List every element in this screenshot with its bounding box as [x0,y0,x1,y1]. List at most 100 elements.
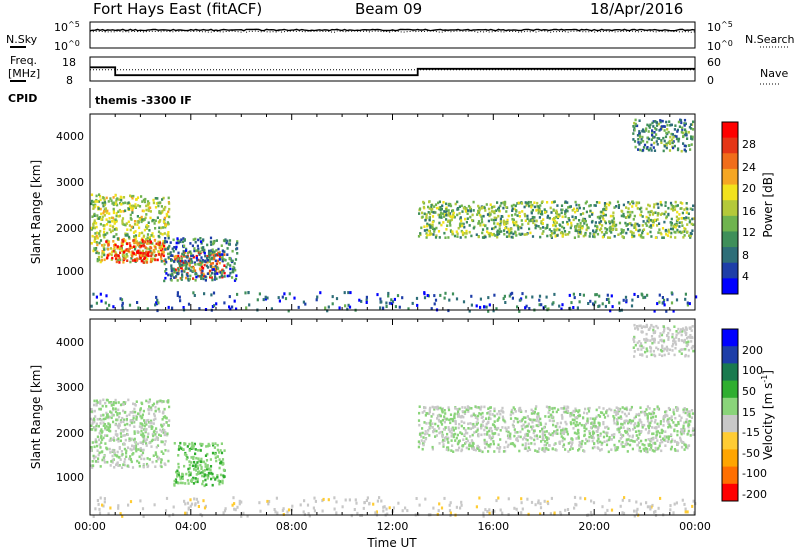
velocity-cell-2139 [355,501,358,505]
power-cell-2002 [430,208,433,211]
velocity-cell-1548 [690,409,694,412]
power-cell-149 [162,220,165,223]
velocity-cell-510 [167,424,170,427]
power-cell-1825 [492,210,495,214]
power-cell-2221 [663,125,666,128]
power-cell-1300 [671,207,674,210]
power-cell-1690 [455,230,458,233]
power-cell-498 [156,216,159,219]
velocity-cell-1270 [633,416,636,420]
velocity-cell-261 [107,415,110,419]
power-cell-1680 [617,206,620,209]
velocity-cell-1843 [577,428,580,432]
power-cell-1984 [641,224,644,227]
power-cell-598 [128,247,131,250]
power-cell-2457 [92,292,95,296]
power-cell-68 [91,234,94,238]
velocity-cell-2289 [259,509,262,513]
velocity-cell-1944 [683,329,686,332]
power-cell-181 [115,214,118,218]
velocity-cell-2056 [681,339,684,343]
power-cell-2056 [663,139,666,143]
velocity-cell-1220 [551,434,554,437]
velocity-cell-637 [177,481,180,485]
velocity-cell-338 [97,457,100,460]
power-cell-1602 [664,201,667,204]
power-cell-1773 [484,224,487,228]
noise-panel: N.Sky N.Search 10^5 10^0 10^5 10^0 [6,20,795,53]
power-cell-1439 [524,201,527,204]
velocity-cell-2003 [649,350,652,353]
power-cell-1541 [552,221,556,224]
power-cell-1115 [550,230,553,233]
velocity-cell-2015 [638,324,641,328]
power-cell-638 [115,255,118,259]
velocity-cell-1362 [584,442,587,445]
velocity-cell-673 [218,480,221,483]
power-cell-378 [120,198,123,202]
velocity-cell-2050 [687,354,690,358]
power-cell-1391 [684,227,687,231]
power-cell-2026 [688,220,691,224]
power-cell-1612 [546,223,549,227]
power-cell-1091 [531,235,535,238]
power-cell-1478 [666,234,670,237]
power-cell-1568 [632,218,635,221]
power-cell-741 [198,267,202,271]
power-cell-960 [177,260,180,263]
power-cell-665 [215,262,218,266]
velocity-cell-1040 [472,446,475,449]
power-cell-635 [133,245,136,248]
power-cell-1728 [630,223,633,227]
power-cell-771 [221,269,224,272]
velocity-cell-679 [205,466,208,469]
power-cell-100 [103,224,106,227]
power-cell-1526 [667,212,670,216]
power-cell-1017 [169,241,172,244]
velocity-cell-1866 [569,412,572,415]
power-cell-2449 [304,302,307,306]
power-cell-384 [151,257,154,261]
power-cell-32 [162,239,165,243]
power-cell-433 [153,222,156,225]
power-cell-1121 [596,227,599,230]
velocity-cell-1978 [675,336,678,339]
power-cell-1224 [438,221,441,225]
velocity-cell-1408 [598,406,601,409]
power-panel: Slant Range [km] 4000 3000 2000 1000 28 … [29,113,775,313]
velocity-cell-230 [123,434,127,437]
velocity-cell-1808 [498,416,501,420]
velocity-cell-357 [133,444,136,448]
velocity-cell-2269 [590,499,593,503]
power-cell-1323 [425,232,428,235]
power-cell-1111 [518,225,522,229]
velocity-cell-138 [96,401,99,404]
velocity-cell-228 [97,453,100,457]
velocity-cell-1644 [634,422,637,425]
power-cell-837 [200,277,203,280]
power-cell-1371 [651,220,655,224]
velocity-cell-657 [211,451,215,455]
velocity-cell-903 [555,429,558,433]
power-cell-2453 [544,305,547,309]
power-cell-1277 [482,223,485,227]
power-cell-1378 [506,230,509,234]
velocity-cell-694 [194,480,197,484]
velocity-cell-299 [152,422,155,425]
power-cell-1231 [493,205,496,208]
power-cell-2391 [278,299,281,303]
power-cell-1779 [498,224,501,227]
power-cell-335 [154,219,157,222]
power-cell-1808 [448,221,452,225]
power-cell-246 [131,226,135,229]
power-cell-1854 [558,228,561,232]
power-cell-889 [194,237,197,241]
power-cell-538 [145,250,148,254]
velocity-cell-1664 [431,422,434,425]
power-cell-112 [124,232,127,236]
velocity-cell-97 [163,407,166,411]
velocity-cell-236 [160,423,163,427]
power-cell-265 [119,258,122,262]
power-cell-1512 [465,229,468,233]
velocity-cell-1049 [567,450,570,453]
